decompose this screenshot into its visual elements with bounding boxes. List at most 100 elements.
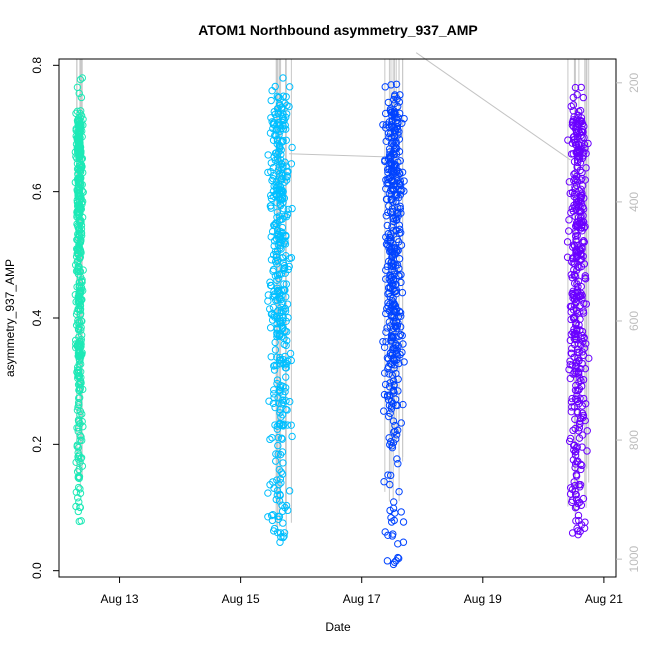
- data-point: [74, 188, 82, 197]
- data-point: [277, 188, 286, 197]
- data-point: [572, 495, 581, 504]
- data-point: [77, 335, 86, 344]
- data-point: [571, 415, 579, 423]
- data-point: [74, 201, 82, 209]
- data-point: [393, 123, 402, 131]
- data-point: [386, 248, 394, 256]
- data-point: [266, 281, 275, 290]
- data-point: [282, 501, 291, 510]
- data-point: [382, 121, 391, 129]
- data-point: [284, 506, 292, 515]
- data-point: [284, 313, 292, 322]
- data-point: [73, 143, 82, 152]
- data-point: [388, 205, 397, 213]
- data-point: [276, 353, 284, 362]
- data-point: [277, 322, 286, 330]
- data-point: [279, 459, 287, 467]
- data-point: [281, 286, 289, 294]
- data-point: [572, 335, 580, 344]
- data-point: [385, 174, 393, 183]
- data-point: [280, 359, 288, 368]
- data-point: [75, 283, 83, 291]
- data-point: [571, 451, 580, 459]
- data-point: [266, 278, 274, 286]
- data-point: [73, 107, 82, 116]
- data-point: [388, 117, 396, 125]
- data-point: [276, 200, 285, 208]
- data-point: [281, 352, 289, 361]
- data-point: [72, 502, 80, 511]
- data-point: [274, 256, 282, 264]
- data-point: [76, 380, 84, 389]
- data-point: [285, 487, 294, 495]
- data-point: [277, 245, 285, 253]
- data-point: [394, 131, 402, 139]
- data-point: [384, 178, 392, 187]
- data-point: [77, 194, 85, 203]
- data-point: [577, 127, 586, 136]
- data-point: [581, 272, 589, 280]
- data-point: [386, 480, 394, 489]
- data-point: [574, 516, 583, 525]
- data-point: [384, 471, 392, 479]
- data-point: [388, 333, 397, 341]
- data-point: [575, 434, 584, 442]
- data-point: [384, 175, 392, 184]
- data-point: [391, 361, 399, 369]
- data-point: [270, 366, 279, 374]
- data-point: [572, 219, 581, 227]
- data-point: [75, 394, 84, 402]
- data-point: [74, 165, 83, 174]
- data-point: [579, 411, 588, 420]
- data-point: [77, 436, 86, 445]
- data-point: [269, 120, 278, 129]
- data-point: [288, 432, 296, 441]
- data-point: [400, 358, 408, 366]
- data-point: [568, 403, 576, 411]
- data-point: [392, 197, 400, 206]
- data-point: [569, 306, 578, 314]
- data-point: [264, 151, 272, 159]
- data-point: [281, 237, 289, 245]
- data-point: [269, 187, 278, 195]
- data-point: [392, 289, 401, 298]
- data-point: [397, 419, 405, 427]
- data-point: [385, 233, 394, 242]
- data-point: [389, 417, 398, 425]
- data-point: [391, 509, 399, 517]
- data-point: [268, 176, 276, 185]
- data-point: [276, 388, 284, 396]
- data-point: [394, 102, 402, 111]
- data-point: [78, 74, 87, 82]
- data-point: [572, 181, 581, 190]
- data-point: [272, 178, 281, 186]
- data-point: [269, 136, 278, 144]
- data-point: [75, 185, 84, 193]
- data-point: [567, 407, 576, 416]
- data-point: [273, 379, 281, 388]
- data-point: [269, 265, 278, 274]
- data-point: [269, 511, 277, 519]
- data-point: [282, 364, 290, 372]
- data-point: [573, 458, 581, 466]
- data-point: [394, 208, 402, 216]
- data-point: [386, 277, 395, 285]
- data-point: [572, 248, 580, 256]
- data-point: [387, 230, 395, 238]
- data-point: [274, 104, 282, 113]
- data-point: [75, 517, 83, 526]
- data-point: [76, 431, 84, 440]
- data-point: [275, 480, 283, 489]
- data-point: [282, 341, 290, 350]
- data-point: [74, 210, 82, 218]
- data-point: [78, 349, 86, 357]
- y-tick-label: 0.0: [30, 562, 44, 579]
- data-point: [577, 83, 585, 92]
- data-point: [74, 170, 82, 178]
- data-point: [273, 476, 281, 484]
- data-point: [572, 517, 580, 525]
- data-point: [276, 173, 284, 181]
- data-point: [276, 491, 284, 500]
- data-point: [267, 96, 275, 105]
- data-point: [383, 221, 392, 230]
